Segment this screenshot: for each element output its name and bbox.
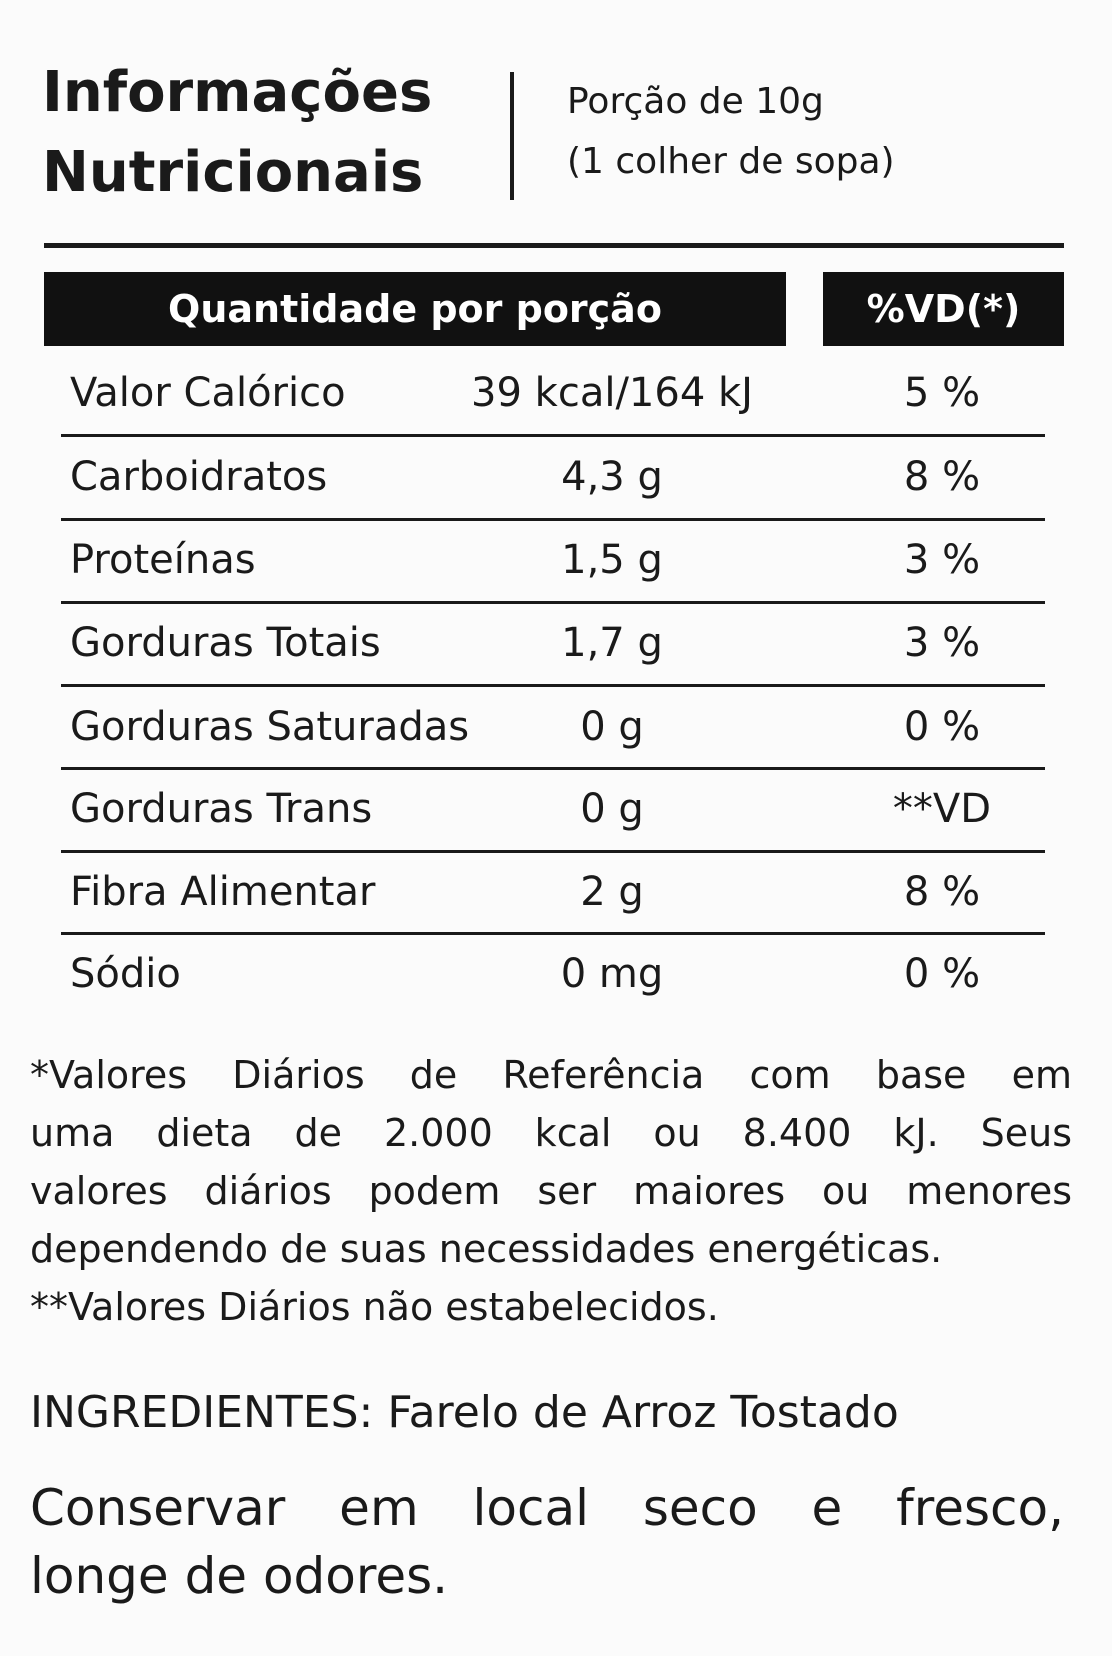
row-rule xyxy=(61,434,1045,437)
footnote-line: uma dieta de 2.000 kcal ou 8.400 kJ. Seu… xyxy=(30,1111,1072,1155)
nutrient-vd: 0 % xyxy=(903,951,981,997)
title-line: Informações xyxy=(42,60,433,125)
nutrient-name: Valor Calórico xyxy=(70,370,346,416)
nutrient-name: Sódio xyxy=(70,951,181,997)
row-rule xyxy=(61,684,1045,687)
nutrient-name: Gorduras Totais xyxy=(70,620,381,666)
storage-line: longe de odores. xyxy=(30,1547,449,1605)
nutrient-vd: **VD xyxy=(892,786,992,832)
footnote-line: *Valores Diários de Referência com base … xyxy=(30,1053,1072,1097)
nutrient-name: Gorduras Trans xyxy=(70,786,373,832)
row-rule xyxy=(61,850,1045,853)
serving-line: Porção de 10g xyxy=(567,81,824,122)
nutrient-name: Gorduras Saturadas xyxy=(70,704,470,750)
nutrient-amount: 4,3 g xyxy=(561,454,663,500)
nutrient-amount: 0 g xyxy=(580,786,644,832)
nutrient-vd: 5 % xyxy=(903,370,981,416)
divider xyxy=(510,72,514,200)
nutrient-name: Fibra Alimentar xyxy=(70,869,376,915)
row-rule xyxy=(61,932,1045,935)
title-line: Nutricionais xyxy=(42,140,424,205)
footnote-line: valores diários podem ser maiores ou men… xyxy=(30,1169,1072,1213)
nutrient-amount: 0 g xyxy=(580,704,644,750)
table-header: Quantidade por porção xyxy=(44,272,786,346)
nutrient-vd: 0 % xyxy=(903,704,981,750)
nutrient-vd: 3 % xyxy=(903,620,981,666)
nutrient-amount: 1,7 g xyxy=(561,620,663,666)
nutrient-vd: 3 % xyxy=(903,537,981,583)
nutrient-vd: 8 % xyxy=(903,869,981,915)
footnote-line: dependendo de suas necessidades energéti… xyxy=(30,1227,943,1271)
nutrient-name: Proteínas xyxy=(70,537,256,583)
top-rule xyxy=(44,243,1064,248)
nutrient-amount: 1,5 g xyxy=(561,537,663,583)
nutrient-amount: 39 kcal/164 kJ xyxy=(471,370,753,416)
row-rule xyxy=(61,601,1045,604)
row-rule xyxy=(61,767,1045,770)
nutrient-amount: 0 mg xyxy=(560,951,664,997)
ingredients: INGREDIENTES: Farelo de Arroz Tostado xyxy=(30,1387,899,1438)
footnote-line: **Valores Diários não estabelecidos. xyxy=(30,1285,719,1329)
nutrient-name: Carboidratos xyxy=(70,454,328,500)
table-header: %VD(*) xyxy=(823,272,1064,346)
storage-line: Conservar em local seco e fresco, xyxy=(30,1479,1064,1537)
nutrient-amount: 2 g xyxy=(580,869,644,915)
serving-line: (1 colher de sopa) xyxy=(567,141,895,182)
row-rule xyxy=(61,518,1045,521)
nutrient-vd: 8 % xyxy=(903,454,981,500)
